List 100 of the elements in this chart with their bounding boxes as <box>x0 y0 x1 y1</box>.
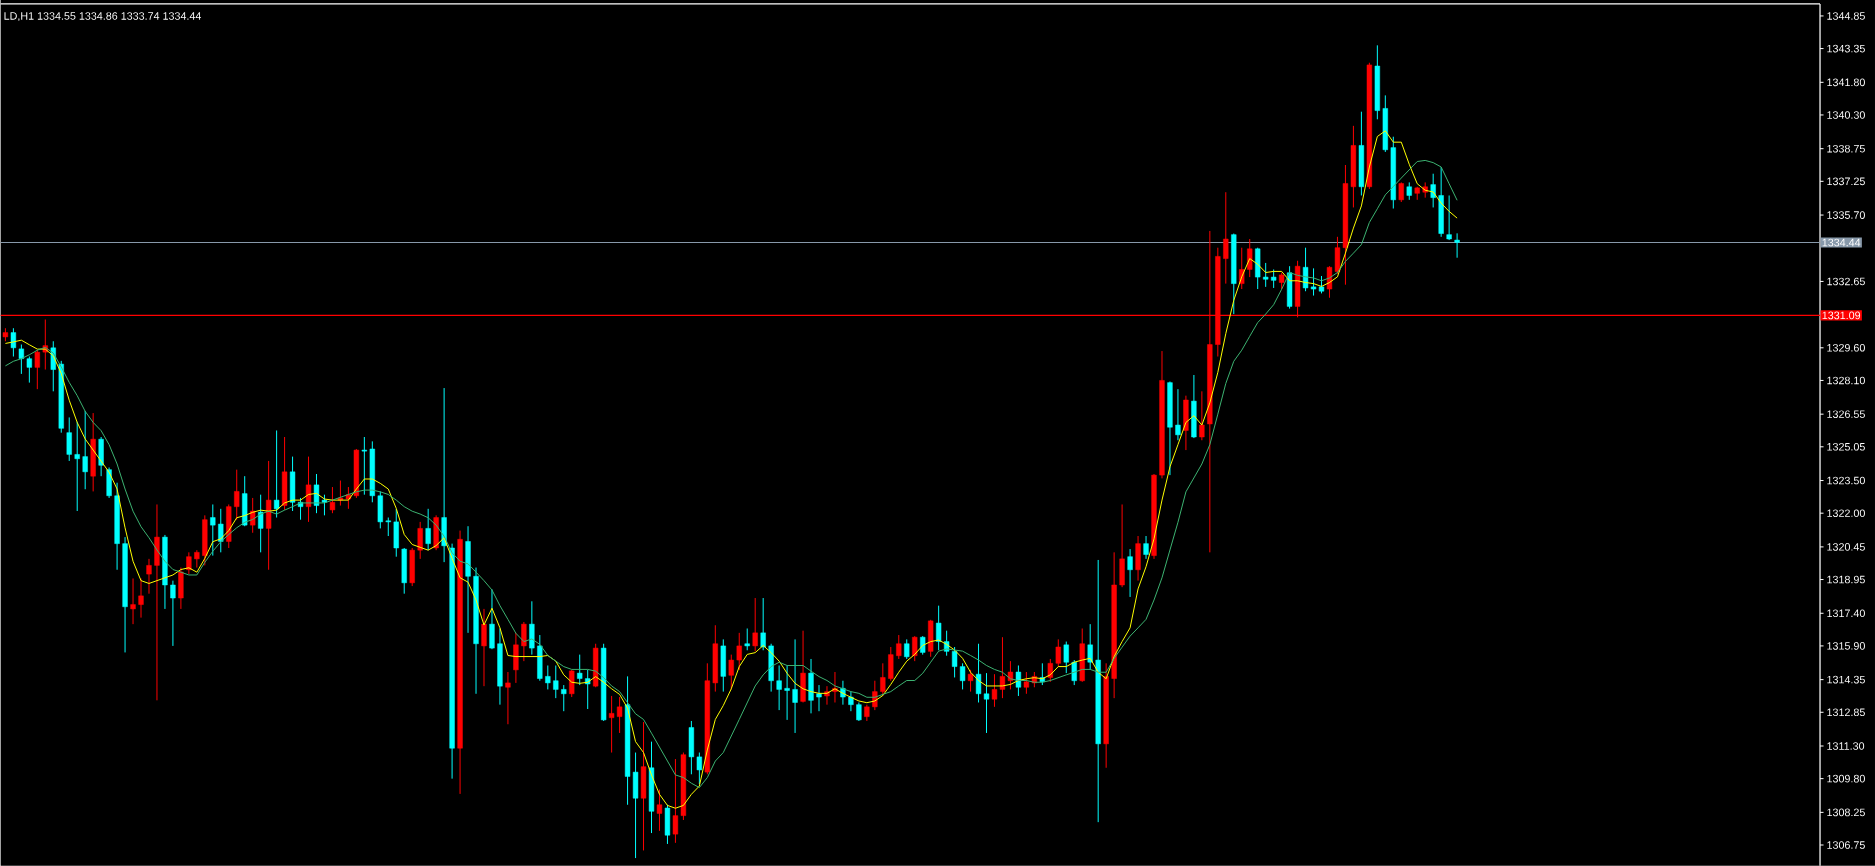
ref-line-label: 1331.09 <box>1822 311 1861 320</box>
y-tick-label: 1338.75 <box>1827 144 1865 153</box>
y-tick-label: 1318.95 <box>1827 575 1865 584</box>
candlestick <box>425 508 431 551</box>
candlestick <box>1199 390 1205 441</box>
y-tick-label: 1343.35 <box>1827 44 1865 53</box>
y-tick-label: 1322.00 <box>1827 509 1865 517</box>
y-tick-label: 1320.45 <box>1827 542 1865 551</box>
y-tick-label: 1312.85 <box>1827 708 1865 716</box>
y-tick-label: 1323.50 <box>1827 476 1865 485</box>
y-tick-label: 1309.80 <box>1827 774 1865 783</box>
candlestick <box>1127 548 1133 598</box>
y-tick-label: 1315.90 <box>1827 641 1865 650</box>
y-tick-label: 1317.40 <box>1827 609 1865 617</box>
y-tick-label: 1335.70 <box>1827 211 1865 219</box>
candlestick <box>18 343 25 375</box>
candlestick <box>1263 262 1269 288</box>
y-tick-label: 1332.65 <box>1827 277 1865 286</box>
candlestick <box>569 669 575 698</box>
candlestick <box>936 605 942 651</box>
candlestick <box>896 634 902 660</box>
candlestick <box>505 671 511 725</box>
candlestick <box>616 696 623 734</box>
candlestick <box>138 577 144 618</box>
candlestick <box>744 627 750 651</box>
y-tick-label: 1306.75 <box>1827 841 1865 849</box>
candlestick <box>130 577 136 625</box>
candlestick <box>26 355 32 383</box>
candlestick <box>521 621 527 662</box>
candlestick <box>1071 659 1077 686</box>
candlestick <box>1047 658 1053 683</box>
candlestick <box>10 327 17 357</box>
candlestick <box>218 508 224 553</box>
candlestick <box>959 662 966 690</box>
candlestick <box>553 664 559 699</box>
candlestick <box>329 486 336 514</box>
candlestick <box>776 664 782 711</box>
candlestick <box>848 690 854 712</box>
candlestick <box>258 494 264 553</box>
candlestick <box>951 646 958 678</box>
candlestick <box>792 638 798 734</box>
candlestick <box>1023 671 1030 695</box>
candlestick <box>585 669 591 710</box>
candlestick <box>880 662 886 697</box>
candlestick <box>361 436 367 496</box>
candlestick <box>656 788 663 832</box>
y-tick-label: 1337.25 <box>1827 177 1865 185</box>
candlestick <box>696 751 702 785</box>
candlestick <box>856 701 862 722</box>
candlestick <box>1055 638 1061 667</box>
candlestick <box>66 416 72 462</box>
candlestick <box>1430 173 1436 208</box>
candlestick <box>888 646 894 682</box>
candlestick <box>904 638 910 660</box>
text: LD,H1 1334.55 1334.86 1333.74 1334.44 <box>4 12 202 21</box>
candlestick <box>736 632 742 671</box>
candlestick <box>34 349 40 390</box>
candlestick <box>1247 238 1253 278</box>
candlestick <box>1446 194 1452 241</box>
candlestick <box>186 551 192 575</box>
candlestick <box>1398 181 1404 203</box>
candlestick <box>417 521 423 560</box>
y-tick-label: 1311.30 <box>1827 742 1865 750</box>
candlestick <box>1271 268 1277 289</box>
candlestick <box>385 516 391 537</box>
candlestick <box>608 695 615 753</box>
candlestick <box>146 558 152 595</box>
y-tick-label: 1326.55 <box>1827 410 1865 418</box>
candlestick <box>577 653 583 686</box>
candlestick <box>561 684 567 712</box>
candlestick <box>967 669 974 692</box>
candlestick <box>1015 664 1022 697</box>
candlestick <box>1223 191 1229 284</box>
y-tick-label: 1344.85 <box>1827 12 1865 20</box>
y-tick-label: 1329.60 <box>1827 343 1865 352</box>
y-tick-label: 1308.25 <box>1827 808 1865 817</box>
candlestick <box>481 608 487 687</box>
candlestick <box>816 684 822 712</box>
candlestick <box>170 579 176 647</box>
candlestick <box>672 758 679 844</box>
candlestick <box>912 635 918 662</box>
candlestick <box>760 597 766 651</box>
y-tick-label: 1325.05 <box>1827 442 1865 451</box>
candlestick <box>1175 388 1181 441</box>
candlestick <box>273 429 280 518</box>
candlestick <box>489 588 495 650</box>
candlestick <box>234 468 240 521</box>
y-tick-label: 1328.10 <box>1827 376 1865 385</box>
candlestick <box>1063 640 1069 674</box>
candlestick <box>1454 232 1460 259</box>
candlestick <box>752 597 758 652</box>
candlestick <box>1087 623 1093 671</box>
y-tick-label: 1314.35 <box>1827 675 1865 684</box>
y-tick-label: 1341.80 <box>1827 78 1865 86</box>
y-tick-label: 1340.30 <box>1827 111 1865 119</box>
candlestick <box>545 664 551 690</box>
candlestick <box>305 455 312 523</box>
candlestick <box>1143 535 1149 560</box>
candlestick <box>784 664 790 721</box>
candlestick <box>210 503 216 556</box>
